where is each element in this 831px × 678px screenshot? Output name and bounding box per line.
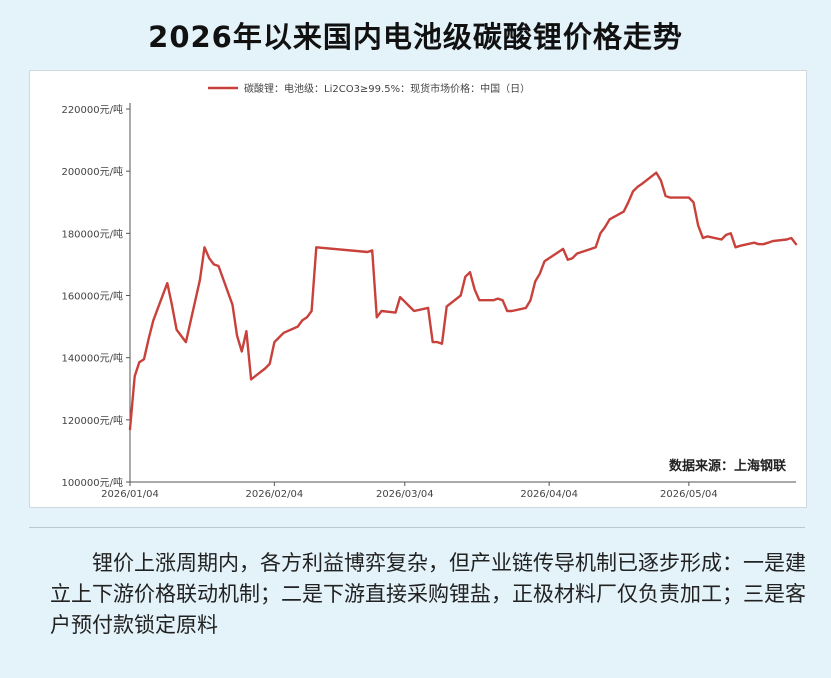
x-tick-label: 2026/02/04 [246, 489, 304, 500]
chart-panel: 碳酸锂：电池级：Li2CO3≥99.5%：现货市场价格：中国（日） 100000… [29, 70, 807, 508]
x-tick-label: 2026/04/04 [520, 489, 578, 500]
series-layer [128, 171, 798, 431]
y-tick-label: 100000元/吨 [61, 476, 123, 489]
series-line-lithium-carbonate [128, 171, 798, 431]
y-tick-label: 200000元/吨 [61, 165, 123, 178]
caption-paragraph: 锂价上涨周期内，各方利益博弈复杂，但产业链传导机制已逐步形成：一是建立上下游价格… [50, 551, 806, 637]
data-source-note: 数据来源：上海钢联 [668, 459, 786, 474]
y-tick-label: 120000元/吨 [61, 414, 123, 427]
divider [29, 527, 805, 528]
x-tick-label: 2026/03/04 [376, 489, 434, 500]
chart-title: 2026年以来国内电池级碳酸锂价格走势 [148, 20, 683, 54]
x-ticks: 2026/01/04 2026/02/04 2026/03/04 2026/04/04… [101, 482, 718, 500]
y-tick-label: 180000元/吨 [61, 227, 123, 240]
price-line-chart: 碳酸锂：电池级：Li2CO3≥99.5%：现货市场价格：中国（日） 100000… [61, 82, 798, 500]
y-tick-label: 140000元/吨 [61, 352, 123, 365]
y-tick-label: 220000元/吨 [61, 103, 123, 116]
x-tick-label: 2026/05/04 [660, 489, 718, 500]
y-ticks: 100000元/吨 120000元/吨 140000元/吨 160000元/吨 1800… [61, 103, 130, 489]
y-tick-label: 160000元/吨 [61, 290, 123, 303]
legend: 碳酸锂：电池级：Li2CO3≥99.5%：现货市场价格：中国（日） [208, 82, 530, 95]
axes [129, 103, 796, 483]
legend-label: 碳酸锂：电池级：Li2CO3≥99.5%：现货市场价格：中国（日） [244, 82, 530, 95]
x-tick-label: 2026/01/04 [101, 489, 159, 500]
